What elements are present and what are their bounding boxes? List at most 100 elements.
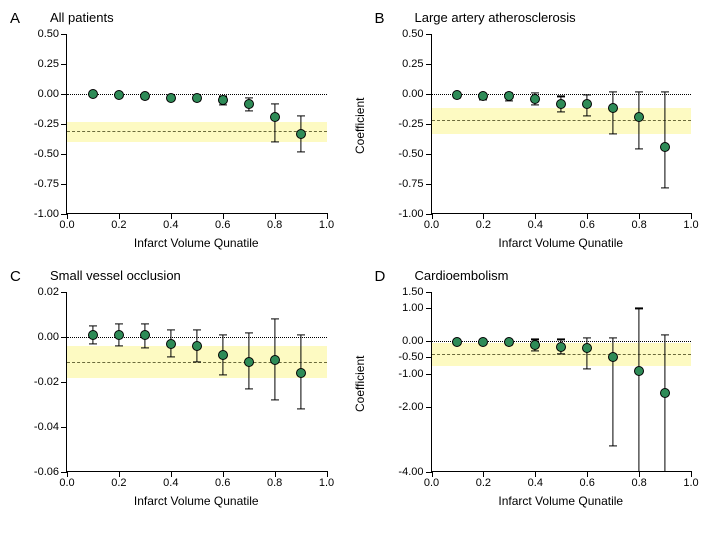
ytick-label: 0.00	[38, 88, 67, 100]
ytick-label: -0.04	[34, 421, 67, 433]
panel-letter: C	[10, 268, 21, 285]
xtick-label: 0.6	[215, 471, 230, 489]
data-point	[218, 350, 228, 360]
y-axis-label: Coefficient	[352, 98, 366, 154]
xtick-label: 1.0	[319, 213, 334, 231]
x-axis-label: Infarct Volume Qunatile	[431, 236, 692, 250]
data-point	[634, 112, 644, 122]
xtick-label: 0.4	[528, 213, 543, 231]
data-point	[218, 95, 228, 105]
data-point	[140, 91, 150, 101]
panel-title: Cardioembolism	[415, 268, 509, 283]
data-point	[582, 99, 592, 109]
ytick-label: -2.00	[398, 401, 431, 413]
xtick-label: 0.6	[215, 213, 230, 231]
ytick-label: -0.25	[34, 118, 67, 130]
ytick-label: -0.50	[34, 148, 67, 160]
panel-a: AAll patientsCoefficient-1.00-0.75-0.50-…	[10, 10, 335, 250]
xtick-label: 1.0	[683, 471, 698, 489]
error-bar	[639, 308, 640, 472]
x-axis-label: Infarct Volume Qunatile	[431, 494, 692, 508]
data-point	[270, 355, 280, 365]
data-point	[192, 93, 202, 103]
xtick-label: 0.8	[267, 213, 282, 231]
x-axis-label: Infarct Volume Qunatile	[66, 494, 327, 508]
ytick-label: -0.75	[398, 178, 431, 190]
y-axis-label: Coefficient	[352, 356, 366, 412]
panel-title: Small vessel occlusion	[50, 268, 181, 283]
xtick-label: 0.2	[476, 471, 491, 489]
ytick-label: -0.50	[398, 148, 431, 160]
ytick-label: -1.00	[398, 368, 431, 380]
panel-title: All patients	[50, 10, 114, 25]
xtick-label: 0.8	[631, 471, 646, 489]
data-point	[452, 337, 462, 347]
mean-line	[67, 131, 327, 132]
xtick-label: 0.2	[111, 471, 126, 489]
data-point	[504, 91, 514, 101]
plot-area: -0.06-0.04-0.020.000.020.00.20.40.60.81.…	[66, 292, 327, 472]
data-point	[556, 342, 566, 352]
ytick-label: 0.50	[38, 28, 67, 40]
ytick-label: 1.50	[402, 286, 431, 298]
ytick-label: 0.50	[402, 28, 431, 40]
error-bar	[274, 104, 275, 142]
x-axis-label: Infarct Volume Qunatile	[66, 236, 327, 250]
ytick-label: 0.00	[402, 335, 431, 347]
ytick-label: -0.02	[34, 376, 67, 388]
xtick-label: 1.0	[319, 471, 334, 489]
data-point	[88, 330, 98, 340]
plot-area: -4.00-2.00-1.00-0.500.001.001.500.00.20.…	[431, 292, 692, 472]
ytick-label: -0.25	[398, 118, 431, 130]
data-point	[478, 91, 488, 101]
xtick-label: 0.6	[580, 213, 595, 231]
plot-area: -1.00-0.75-0.50-0.250.000.250.500.00.20.…	[431, 34, 692, 214]
xtick-label: 0.0	[424, 471, 439, 489]
plot-area: -1.00-0.75-0.50-0.250.000.250.500.00.20.…	[66, 34, 327, 214]
y-axis-label: Coefficient	[0, 356, 2, 412]
xtick-label: 0.6	[580, 471, 595, 489]
ytick-label: -0.75	[34, 178, 67, 190]
panel-b: BLarge artery atherosclerosisCoefficient…	[375, 10, 700, 250]
data-point	[452, 90, 462, 100]
panel-c: CSmall vessel occlusionCoefficient-0.06-…	[10, 268, 335, 508]
ytick-label: 0.25	[38, 58, 67, 70]
ytick-label: 0.00	[38, 331, 67, 343]
ytick-label: 0.25	[402, 58, 431, 70]
data-point	[504, 337, 514, 347]
data-point	[582, 343, 592, 353]
xtick-label: 0.4	[528, 471, 543, 489]
data-point	[244, 357, 254, 367]
xtick-label: 1.0	[683, 213, 698, 231]
xtick-label: 0.4	[163, 213, 178, 231]
data-point	[530, 340, 540, 350]
data-point	[608, 352, 618, 362]
error-bar	[664, 335, 665, 472]
panel-d: DCardioembolismCoefficient-4.00-2.00-1.0…	[375, 268, 700, 508]
data-point	[530, 94, 540, 104]
data-point	[166, 93, 176, 103]
data-point	[296, 129, 306, 139]
ytick-label: 1.00	[402, 302, 431, 314]
xtick-label: 0.0	[59, 213, 74, 231]
xtick-label: 0.2	[476, 213, 491, 231]
data-point	[634, 366, 644, 376]
data-point	[192, 341, 202, 351]
y-axis-label: Coefficient	[0, 98, 2, 154]
data-point	[660, 388, 670, 398]
data-point	[556, 99, 566, 109]
data-point	[244, 99, 254, 109]
ytick-label: 0.02	[38, 286, 67, 298]
xtick-label: 0.0	[424, 213, 439, 231]
data-point	[88, 89, 98, 99]
data-point	[270, 112, 280, 122]
ytick-label: -0.50	[398, 351, 431, 363]
xtick-label: 0.4	[163, 471, 178, 489]
panel-letter: B	[375, 10, 385, 27]
data-point	[166, 339, 176, 349]
mean-line	[432, 120, 692, 121]
xtick-label: 0.0	[59, 471, 74, 489]
ytick-label: 0.00	[402, 88, 431, 100]
panel-letter: D	[375, 268, 386, 285]
xtick-label: 0.2	[111, 213, 126, 231]
